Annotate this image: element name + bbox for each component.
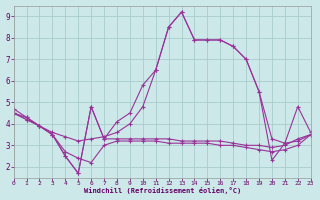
X-axis label: Windchill (Refroidissement éolien,°C): Windchill (Refroidissement éolien,°C) <box>84 187 241 194</box>
